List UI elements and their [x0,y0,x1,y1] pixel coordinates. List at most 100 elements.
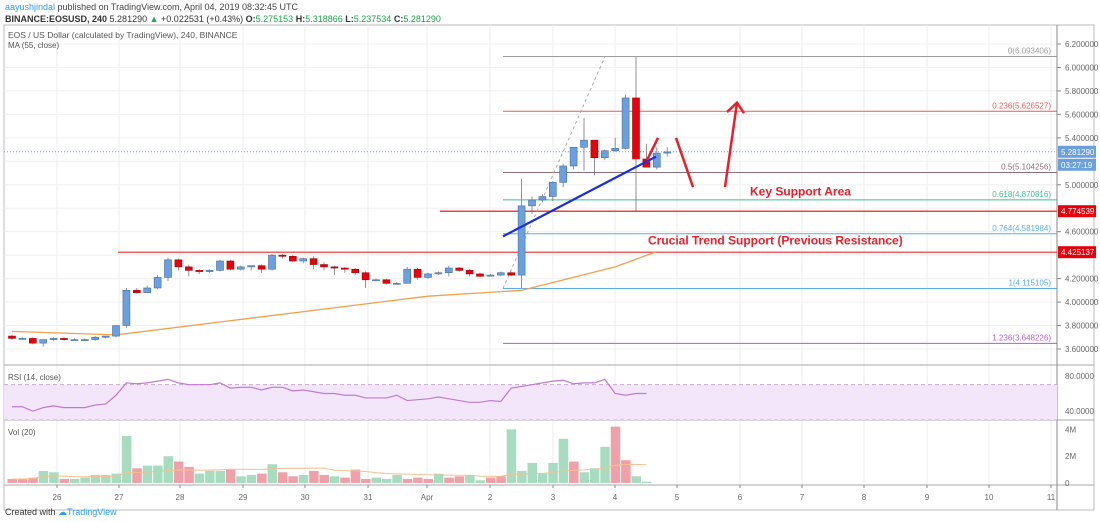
candle-body [340,267,349,270]
candle-body [652,152,661,168]
time-tick-label: 27 [115,493,124,502]
volume-bar [558,438,569,483]
candle-body [569,146,578,167]
projection-up-arrow [723,102,739,188]
time-tick-label: 31 [364,493,373,502]
volume-bar [163,456,173,483]
candle-body [153,277,162,289]
volume-bar [454,476,465,483]
time-tick-label: 30 [301,493,310,502]
volume-bar [444,477,454,483]
volume-bar [309,470,319,483]
candle-body [143,287,151,293]
volume-bar [329,476,340,483]
time-tick-label: 8 [862,493,867,502]
volume-bar [205,470,215,483]
candle-body [247,265,255,268]
ma-legend: MA (55, close) [8,41,60,50]
volume-bar [90,474,101,483]
candle-body [392,282,401,285]
candle-body [361,272,370,281]
tradingview-link[interactable]: TradingView [67,507,117,517]
volume-bar [631,476,641,483]
candle-body [205,270,214,272]
volume-bar [80,477,90,483]
volume-bar [517,470,527,483]
volume-tick-label: 0 [1065,479,1070,488]
volume-bar [402,478,413,483]
volume-bar [288,476,298,483]
trendline [502,155,657,238]
candle-body [611,148,620,152]
fib-level-label: 0.764(4.581984) [992,224,1051,233]
candle-body [195,270,203,272]
arrow-head-icon [726,100,746,114]
volume-bar [413,477,423,483]
volume-bar [173,461,184,483]
volume-bar [610,426,621,483]
price-tick-label: 4.600000 [1065,228,1099,237]
volume-tick-label: 4M [1065,425,1076,434]
volume-bar [194,473,205,483]
time-tick-label: 6 [738,493,743,502]
volume-bar [465,474,475,483]
volume-bar [423,478,433,483]
candle-body [465,270,474,275]
candle-body [164,259,172,278]
candle-body [476,273,484,277]
fib-level-label: 0(6.093406) [1008,47,1051,56]
time-tick-label: Apr [421,493,434,502]
fib-level-label: 0.5(5.104256) [1001,163,1051,172]
volume-bar [496,476,506,483]
price-change: +0.022531 (+0.43%) [161,14,244,24]
chart-legend-title: EOS / US Dollar (calculated by TradingVi… [8,30,238,40]
candle-body [309,258,318,265]
key-support-annotation: Key Support Area [750,184,851,198]
high-value: 5.318866 [305,14,343,24]
candle-body [28,338,37,344]
candle-body [434,272,443,275]
vol-legend: Vol (20) [8,428,36,437]
volume-bar [59,478,69,483]
time-tick-label: 3 [551,493,556,502]
projection-stroke [645,137,660,161]
candle-body [413,268,422,278]
volume-bar [28,477,38,483]
time-tick-label: 7 [800,493,805,502]
volume-ma-line [12,463,647,480]
candle-body [70,339,79,341]
fib-level-label: 1.236(3.648226) [992,333,1051,342]
volume-tick-label: 2M [1065,452,1076,461]
volume-bar [537,473,548,483]
candle-body [528,199,536,207]
volume-bar [236,476,246,483]
volume-bar [142,465,153,483]
candle-body [122,290,131,326]
price-tick-label: 4.000000 [1065,298,1099,307]
rsi-tick-label: 80.0000 [1065,372,1094,381]
ohlc-info: BINANCE:EOSUSD, 240 5.281290 ▲ +0.022531… [5,14,441,24]
volume-bar [381,478,392,483]
time-tick-label: 4 [613,493,618,502]
candle-body [580,139,588,148]
volume-bar [600,446,610,483]
candle-body [372,279,380,282]
candle-body [507,272,516,276]
level-2-tag [1058,246,1096,259]
time-tick-label: 26 [53,493,62,502]
candle-body [278,254,287,257]
volume-bar [527,462,537,483]
volume-bar [361,478,371,483]
volume-bar [111,473,121,483]
volume-bar [69,478,80,483]
level-1-tag [1058,205,1096,218]
candle-body [351,268,360,274]
candle-body [174,259,183,268]
candle-body [112,325,120,337]
candle-body [226,260,235,270]
symbol: BINANCE:EOSUSD, 240 [5,14,108,24]
author-link[interactable]: aayushjindal [5,2,56,12]
rsi-band [4,384,1057,420]
candle-body [185,266,193,271]
